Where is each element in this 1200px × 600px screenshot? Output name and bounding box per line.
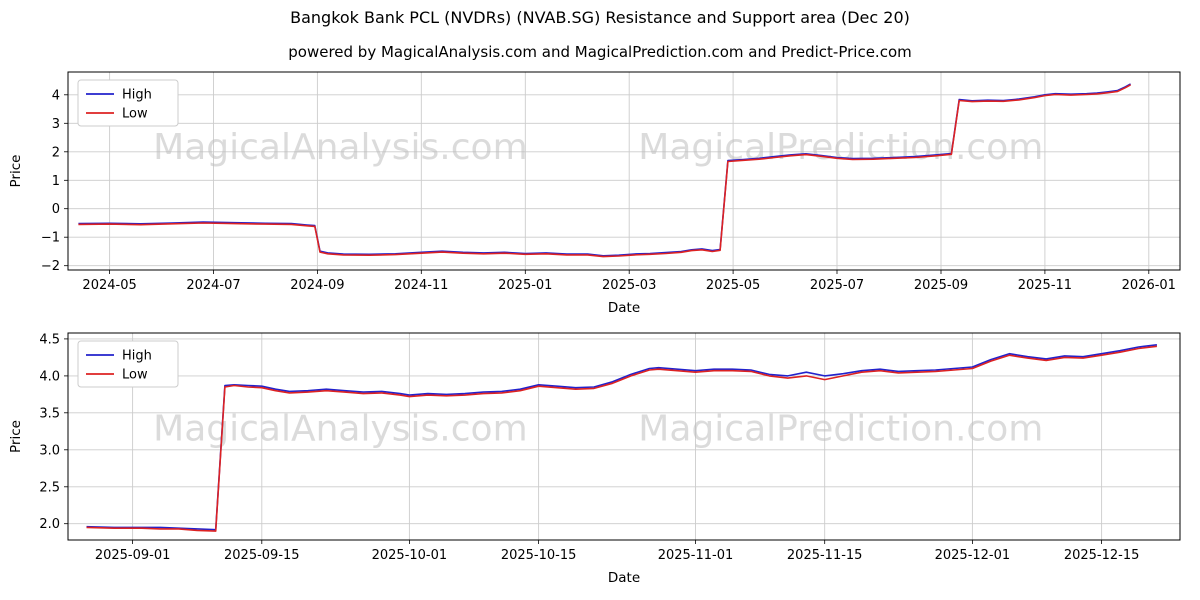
x-tick-label: 2025-09 [914,278,968,293]
y-tick-label: 4.0 [39,369,60,384]
x-tick-label: 2025-03 [602,278,656,293]
x-tick-label: 2025-11 [1018,278,1072,293]
x-tick-label: 2024-07 [186,278,240,293]
y-tick-label: 2 [52,145,60,160]
x-tick-label: 2026-01 [1122,278,1176,293]
x-tick-label: 2025-12-01 [935,548,1011,563]
x-tick-label: 2025-09-01 [95,548,171,563]
x-tick-label: 2024-09 [290,278,344,293]
watermark: MagicalAnalysis.com [153,409,527,450]
x-tick-label: 2025-11-01 [658,548,734,563]
legend-high-label: High [122,349,152,364]
y-tick-label: 4 [52,88,60,103]
y-tick-label: 3 [52,117,60,132]
y-axis-label: Price [8,420,24,453]
y-tick-label: 2.0 [39,517,60,532]
low-line [86,345,1157,532]
high-line [78,83,1131,257]
x-axis-label: Date [608,300,640,316]
chart-subtitle: powered by MagicalAnalysis.com and Magic… [288,43,912,61]
legend-low-label: Low [122,368,148,383]
y-tick-label: 1 [52,174,60,189]
plot-frame [67,332,1181,541]
x-tick-label: 2024-05 [82,278,136,293]
plot-frame [67,71,1181,271]
watermark: MagicalPrediction.com [638,409,1043,450]
y-tick-label: −1 [41,231,60,246]
legend [77,340,179,388]
x-tick-label: 2025-12-15 [1064,548,1140,563]
y-tick-label: −2 [41,259,60,274]
y-tick-label: 0 [52,202,60,217]
x-tick-label: 2025-05 [706,278,760,293]
y-axis-label: Price [8,155,24,188]
watermark: MagicalPrediction.com [638,127,1043,168]
y-tick-label: 2.5 [39,480,60,495]
top-chart: MagicalAnalysis.com MagicalPrediction.com… [8,71,1181,316]
legend-low-label: Low [122,107,148,122]
legend [77,79,179,127]
y-tick-label: 4.5 [39,332,60,347]
y-tick-label: 3.0 [39,443,60,458]
watermark: MagicalAnalysis.com [153,127,527,168]
legend-high-label: High [122,88,152,103]
x-tick-label: 2025-07 [810,278,864,293]
x-tick-label: 2025-10-15 [501,548,577,563]
x-tick-label: 2025-01 [498,278,552,293]
low-line [78,84,1131,258]
x-tick-label: 2024-11 [394,278,448,293]
chart-title: Bangkok Bank PCL (NVDRs) (NVAB.SG) Resis… [290,8,910,27]
y-tick-label: 3.5 [39,406,60,421]
x-tick-label: 2025-11-15 [787,548,863,563]
x-axis-label: Date [608,570,640,586]
x-tick-label: 2025-09-15 [224,548,300,563]
x-tick-label: 2025-10-01 [372,548,448,563]
high-line [86,344,1157,531]
bottom-chart: MagicalAnalysis.com MagicalPrediction.com… [8,332,1181,586]
